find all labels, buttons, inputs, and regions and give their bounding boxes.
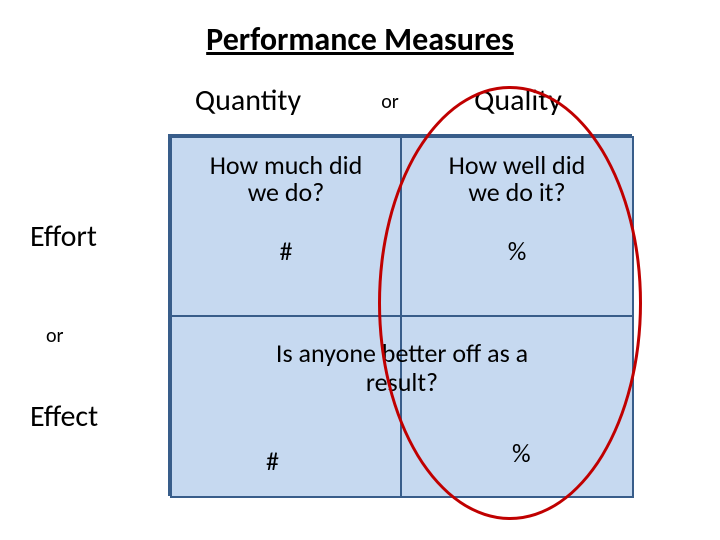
row-label-effect: Effect [30,398,98,435]
column-header-or: or [370,90,410,114]
cell-text: we do? [172,179,400,206]
cell-effort-quantity: How much did we do? # [170,136,402,317]
highlight-ellipse [378,86,642,520]
page-title: Performance Measures [0,20,720,59]
column-header-quantity: Quantity [178,82,318,119]
cell-metric: # [172,235,400,267]
cell-metric-left: # [266,445,279,477]
row-label-or: or [46,324,64,348]
row-label-effort: Effort [30,218,97,255]
cell-text: How much did [172,152,400,179]
